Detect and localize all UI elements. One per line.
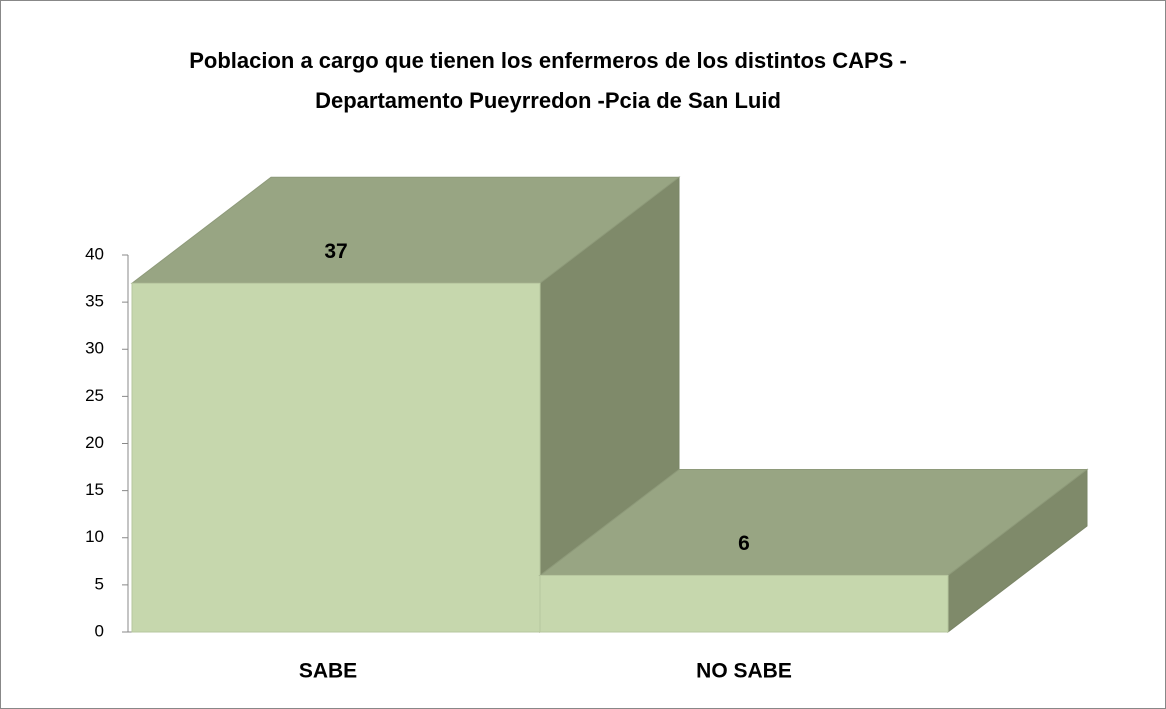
bar [131, 282, 541, 633]
chart-title: Poblacion a cargo que tienen los enferme… [189, 48, 907, 73]
y-tick-label: 15 [85, 480, 104, 499]
data-label: 6 [738, 532, 750, 555]
y-tick-label: 30 [85, 339, 104, 358]
y-tick-label: 20 [85, 433, 104, 452]
y-tick-label: 10 [85, 527, 104, 546]
data-label: 37 [324, 240, 347, 263]
x-tick-label: SABE [299, 660, 357, 683]
y-tick-label: 35 [85, 292, 104, 311]
y-tick-label: 0 [95, 621, 104, 640]
y-tick-label: 5 [95, 574, 104, 593]
bar [539, 574, 949, 633]
x-tick-label: NO SABE [696, 660, 792, 683]
chart-title: Departamento Pueyrredon -Pcia de San Lui… [315, 88, 781, 113]
y-tick-label: 25 [85, 386, 104, 405]
y-tick-label: 40 [85, 244, 104, 263]
